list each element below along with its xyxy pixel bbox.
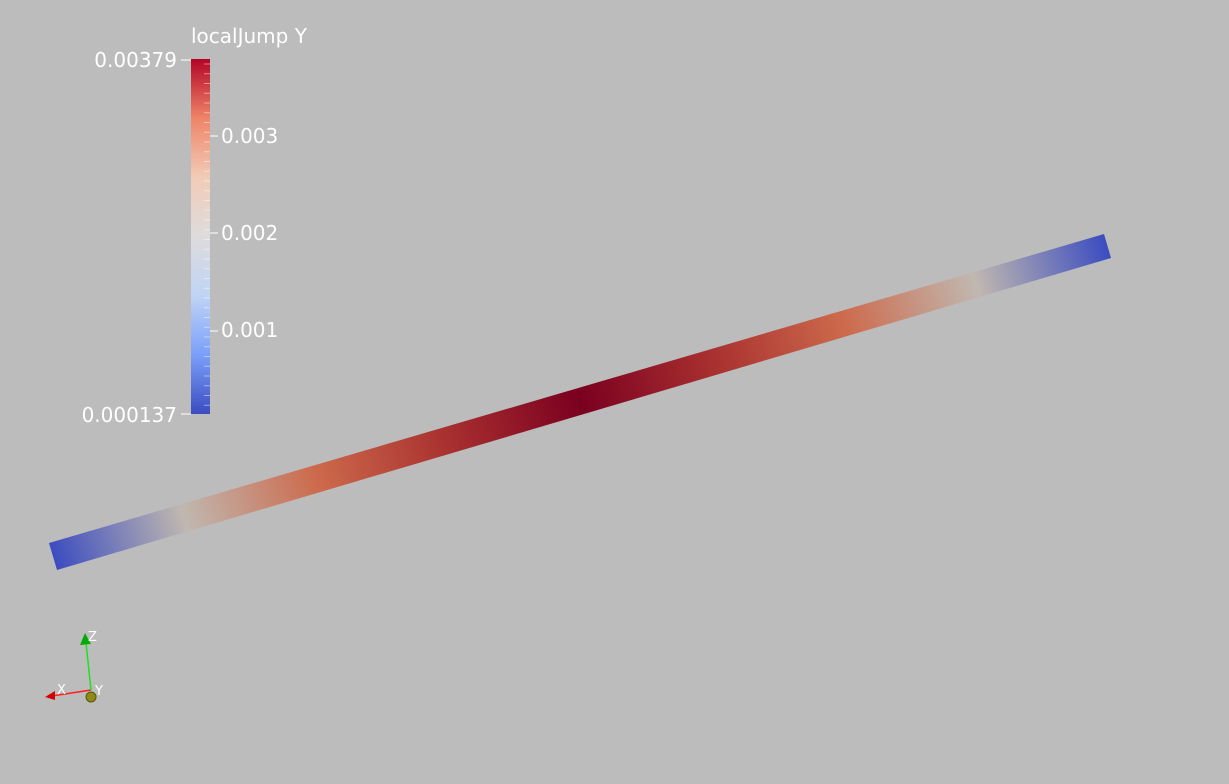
color-legend-bar bbox=[191, 59, 210, 414]
x-axis-arrow bbox=[45, 691, 55, 700]
z-axis-line bbox=[85, 642, 92, 691]
color-legend-minor-ticks bbox=[204, 63, 210, 406]
orientation-axes[interactable] bbox=[45, 633, 97, 703]
color-legend-title: localJump Y bbox=[191, 24, 307, 48]
x-axis-line bbox=[51, 689, 92, 697]
z-axis-label: Z bbox=[88, 630, 97, 645]
color-legend-tick-label-0.002: 0.002 bbox=[221, 221, 279, 245]
y-axis-marker bbox=[85, 691, 97, 703]
color-legend-tick-label-0.001: 0.001 bbox=[221, 318, 279, 342]
y-axis-label: Y bbox=[95, 684, 103, 699]
color-legend-min-label: 0.000137 bbox=[81, 403, 177, 427]
color-legend-tick-label-0.003: 0.003 bbox=[221, 124, 279, 148]
x-axis-label: X bbox=[57, 683, 66, 698]
color-legend bbox=[181, 59, 218, 415]
color-legend-max-label: 0.00379 bbox=[94, 48, 177, 72]
beam-mesh[interactable] bbox=[49, 234, 1111, 570]
z-axis-arrow bbox=[80, 633, 91, 645]
